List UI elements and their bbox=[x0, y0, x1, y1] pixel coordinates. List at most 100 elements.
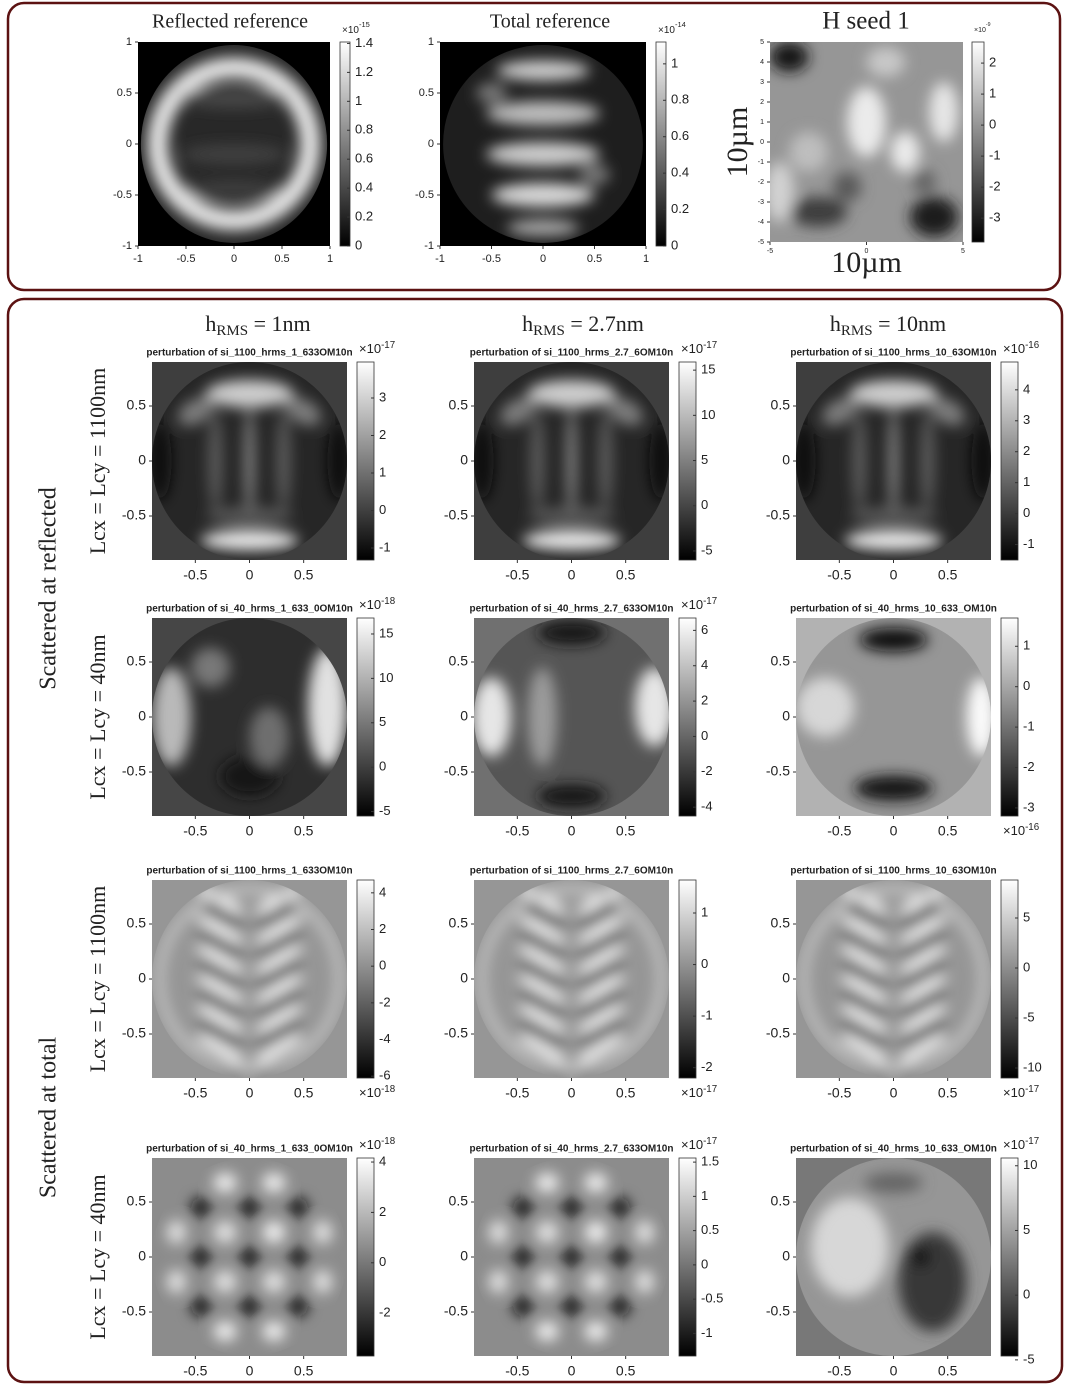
x-tick-label: 0.5 bbox=[616, 823, 636, 839]
colorbar-tick-label: 0 bbox=[1023, 959, 1030, 974]
colorbar-tick-label: 2 bbox=[379, 427, 386, 442]
image bbox=[796, 618, 991, 816]
colorbar-tick-label: 4 bbox=[379, 1153, 386, 1168]
colorbar bbox=[1000, 1157, 1019, 1357]
colorbar-tick-label: -2 bbox=[379, 994, 391, 1009]
y-tick-label: 0.5 bbox=[771, 397, 791, 413]
column-header: hRMS = 2.7nm bbox=[522, 311, 644, 339]
colorbar-tick-label: 2 bbox=[379, 921, 386, 936]
colorbar-tick-label: 0.5 bbox=[701, 1222, 719, 1237]
y-tick-label: -0.5 bbox=[122, 507, 146, 523]
group-label: Scattered at total bbox=[36, 1037, 62, 1199]
x-tick-label: 0 bbox=[246, 567, 254, 583]
y-tick-label: 0.5 bbox=[449, 1193, 469, 1209]
colorbar bbox=[356, 361, 375, 561]
y-tick-label: 0 bbox=[782, 452, 790, 468]
y-tick-label: -3 bbox=[758, 199, 764, 206]
y-tick-label: 0.5 bbox=[117, 87, 132, 99]
x-tick-label: -1 bbox=[133, 253, 143, 265]
y-tick-label: 0.5 bbox=[771, 915, 791, 931]
x-tick-label: -0.5 bbox=[505, 1085, 529, 1101]
colorbar-tick-label: -5 bbox=[701, 542, 713, 557]
colorbar-tick-label: -2 bbox=[701, 763, 713, 778]
panel-title: perturbation of si_40_hrms_1_633_0OM10n bbox=[146, 1144, 353, 1155]
colorbar-tick-label: -1 bbox=[379, 539, 391, 554]
colorbar bbox=[655, 41, 667, 247]
y-tick-label: 0.5 bbox=[419, 87, 434, 99]
y-tick-label: 0.5 bbox=[127, 397, 147, 413]
colorbar-tick-label: 2 bbox=[989, 55, 996, 70]
colorbar-tick-label: 1.5 bbox=[701, 1154, 719, 1169]
image bbox=[440, 42, 646, 246]
panel-title: perturbation of si_40_hrms_2.7_633OM10n bbox=[470, 1144, 674, 1155]
colorbar-tick-label: 1 bbox=[379, 464, 386, 479]
colorbar-tick-label: -4 bbox=[379, 1031, 391, 1046]
x-tick-label: 0.5 bbox=[294, 823, 314, 839]
colorbar bbox=[339, 41, 351, 247]
x-tick-label: -0.5 bbox=[827, 1363, 851, 1379]
colorbar-exponent: ×10-18 bbox=[359, 1084, 395, 1101]
colorbar-tick-label: -4 bbox=[701, 799, 713, 814]
colorbar-tick-label: 2 bbox=[701, 693, 708, 708]
colorbar-tick-label: 10 bbox=[701, 407, 715, 422]
x-tick-label: 0.5 bbox=[938, 823, 958, 839]
image bbox=[474, 618, 669, 816]
y-tick-label: 0 bbox=[460, 708, 468, 724]
row-label: Lcx = Lcy = 1100nm bbox=[85, 368, 110, 555]
colorbar bbox=[1000, 361, 1019, 561]
colorbar-exponent: ×10-17 bbox=[1003, 1084, 1039, 1101]
colorbar-tick-label: 1.2 bbox=[355, 64, 373, 79]
colorbar-tick-label: 1.4 bbox=[355, 35, 373, 50]
x-tick-label: 0 bbox=[890, 1085, 898, 1101]
colorbar-tick-label: 0 bbox=[989, 117, 996, 132]
colorbar-tick-label: 0.8 bbox=[671, 92, 689, 107]
x-tick-label: 0.5 bbox=[938, 1085, 958, 1101]
colorbar-tick-label: -1 bbox=[989, 148, 1001, 163]
colorbar-tick-label: 3 bbox=[379, 389, 386, 404]
panel-title: perturbation of si_40_hrms_10_633_OM10n bbox=[790, 604, 997, 615]
y-tick-label: -1 bbox=[758, 159, 764, 166]
x-tick-label: 0 bbox=[540, 253, 546, 265]
y-tick-label: 0.5 bbox=[449, 397, 469, 413]
image bbox=[152, 618, 347, 816]
x-tick-label: -0.5 bbox=[505, 823, 529, 839]
colorbar-tick-label: 1 bbox=[355, 93, 362, 108]
y-tick-label: 0 bbox=[126, 138, 132, 150]
colorbar-tick-label: 10 bbox=[1023, 1157, 1037, 1172]
colorbar-tick-label: -2 bbox=[1023, 759, 1035, 774]
panel-title: Reflected reference bbox=[152, 11, 308, 33]
colorbar-tick-label: -3 bbox=[989, 210, 1001, 225]
y-tick-label: 0 bbox=[460, 970, 468, 986]
x-tick-label: 0.5 bbox=[294, 1085, 314, 1101]
image bbox=[152, 880, 347, 1078]
colorbar-tick-label: 0 bbox=[355, 237, 362, 252]
colorbar-tick-label: 5 bbox=[1023, 909, 1030, 924]
colorbar-tick-label: 4 bbox=[379, 884, 386, 899]
y-tick-label: 0.5 bbox=[127, 1193, 147, 1209]
panel-title: perturbation of si_1100_hrms_1_633OM10n bbox=[146, 866, 352, 877]
colorbar-tick-label: 2 bbox=[379, 1204, 386, 1219]
y-tick-label: -0.5 bbox=[113, 189, 132, 201]
y-tick-label: 0.5 bbox=[127, 915, 147, 931]
colorbar-tick-label: 0 bbox=[1023, 1287, 1030, 1302]
colorbar-tick-label: 0.6 bbox=[671, 128, 689, 143]
x-tick-label: 0.5 bbox=[938, 567, 958, 583]
column-header: hRMS = 1nm bbox=[205, 311, 310, 339]
x-tick-label: -0.5 bbox=[183, 1085, 207, 1101]
y-tick-label: -0.5 bbox=[444, 1025, 468, 1041]
image bbox=[138, 42, 330, 246]
colorbar-tick-label: -0.5 bbox=[701, 1291, 723, 1306]
y-tick-label: 0.5 bbox=[771, 653, 791, 669]
x-tick-label: 0 bbox=[865, 248, 869, 255]
y-tick-label: 0 bbox=[782, 708, 790, 724]
colorbar-tick-label: -5 bbox=[1023, 1009, 1035, 1024]
x-tick-label: -0.5 bbox=[482, 253, 501, 265]
colorbar-tick-label: -3 bbox=[1023, 799, 1035, 814]
y-tick-label: 0 bbox=[138, 708, 146, 724]
image bbox=[796, 1158, 991, 1356]
x-tick-label: 0 bbox=[890, 567, 898, 583]
x-tick-label: -0.5 bbox=[505, 1363, 529, 1379]
x-tick-label: 0.5 bbox=[616, 1085, 636, 1101]
y-tick-label: 5 bbox=[760, 39, 764, 46]
